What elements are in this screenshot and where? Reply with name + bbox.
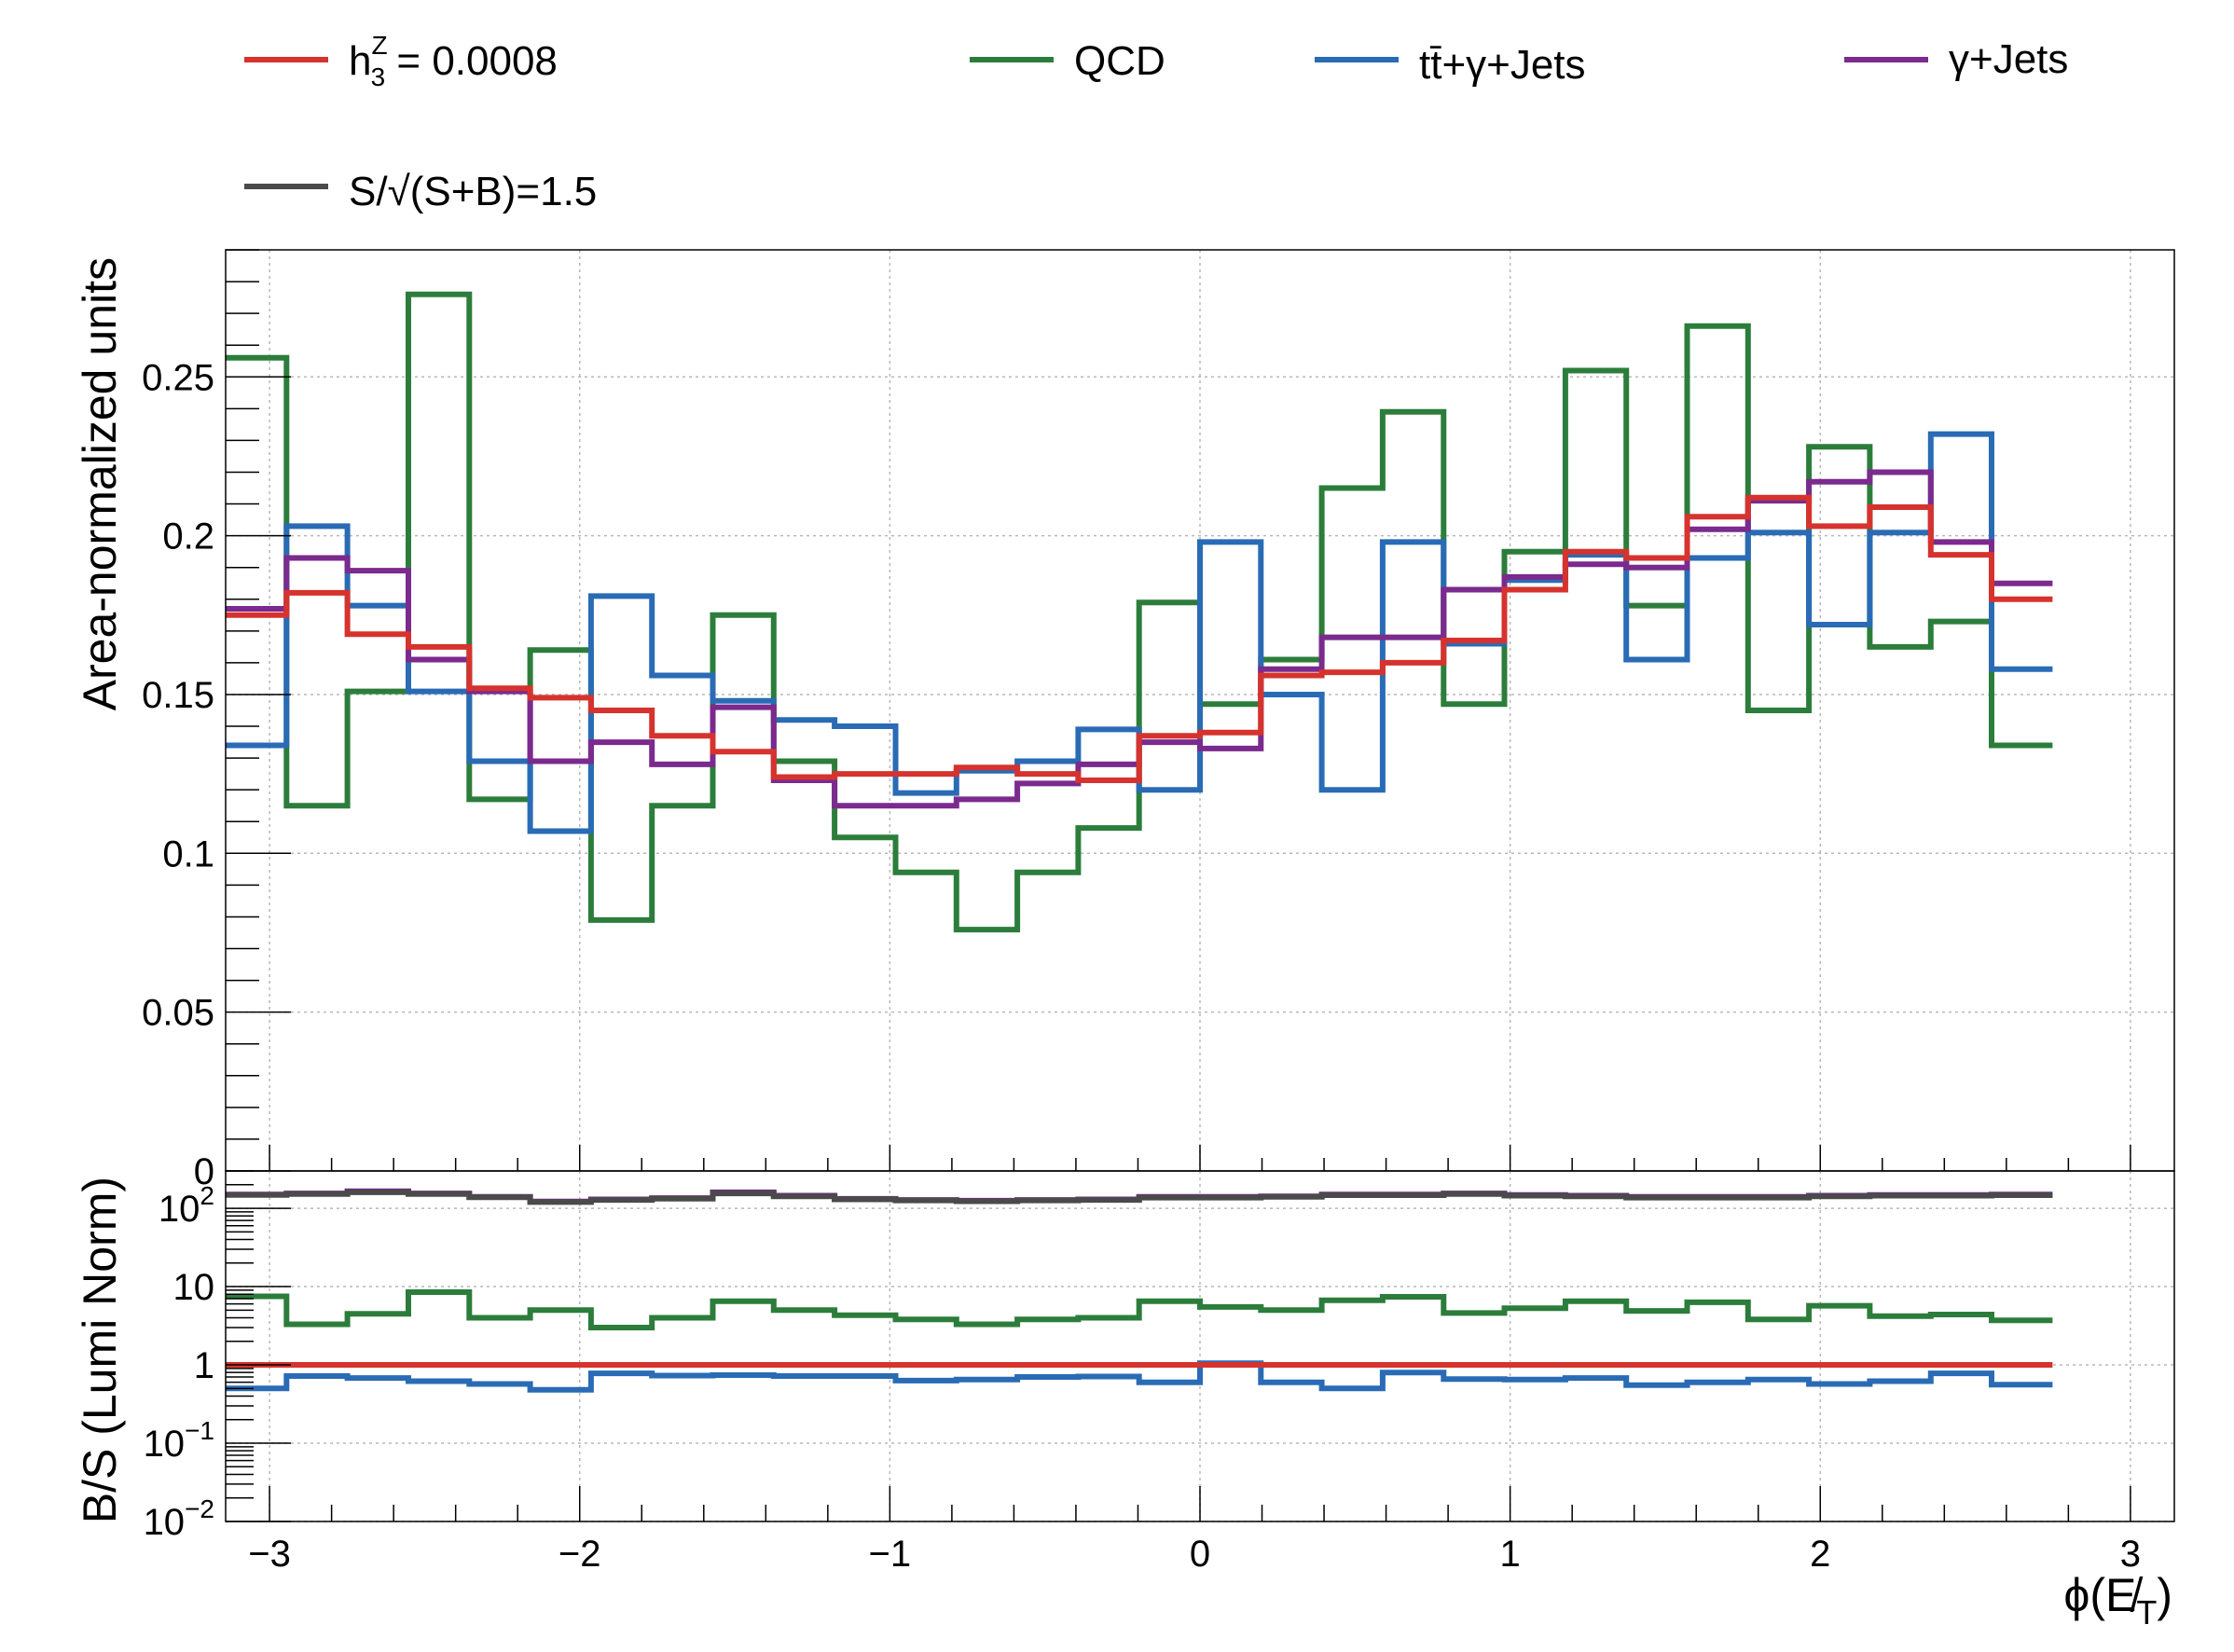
main-y-tick-label: 0.2 bbox=[162, 516, 214, 558]
main-panel: 0 0.05 0.1 0.15 0.2 0.25 bbox=[142, 249, 2175, 1192]
x-tick-label: 1 bbox=[1500, 1534, 1521, 1575]
x-axis-title-close: ) bbox=[2157, 1569, 2172, 1621]
ratio-y-tick-label: 102 bbox=[159, 1181, 214, 1230]
legend-label-signal: hZ 3 = 0.0008 bbox=[349, 31, 558, 91]
x-tick-label: 0 bbox=[1190, 1534, 1210, 1575]
x-tick-label: 3 bbox=[2120, 1534, 2141, 1575]
legend-label-combined: S/√(S+B)=1.5 bbox=[349, 169, 597, 214]
x-tick-label: −2 bbox=[558, 1534, 601, 1575]
main-series-qcd bbox=[226, 291, 2053, 933]
main-y-tick-label: 0.1 bbox=[162, 833, 214, 874]
main-y-tick-label: 0.15 bbox=[142, 675, 214, 716]
legend-label-signal-rest: = 0.0008 bbox=[385, 38, 558, 84]
main-y-tick-label: 0.25 bbox=[142, 357, 214, 398]
ratio-series-combined bbox=[226, 1189, 2053, 1205]
ratio-y-axis-title: B/S (Lumi Norm) bbox=[74, 1177, 126, 1523]
ratio-y-tick-label: 10−1 bbox=[144, 1416, 214, 1465]
legend-label-signal-sup: Z bbox=[371, 31, 387, 60]
ratio-y-tick-label: 1 bbox=[194, 1345, 214, 1386]
x-tick-label: 2 bbox=[1810, 1534, 1830, 1575]
main-series-signal bbox=[226, 494, 2053, 783]
ratio-grid bbox=[226, 1171, 2174, 1522]
x-tick-label: −3 bbox=[248, 1534, 291, 1575]
ratio-y-tick-label: 10 bbox=[173, 1267, 215, 1308]
x-axis-title-sub: T bbox=[2136, 1593, 2157, 1631]
ratio-y-tick-label: 10−2 bbox=[144, 1494, 214, 1543]
main-y-tick-label: 0.05 bbox=[142, 993, 214, 1034]
x-tick-label: −1 bbox=[869, 1534, 912, 1575]
ratio-series-ttgamma bbox=[226, 1360, 2053, 1393]
main-y-axis-title: Area-normalized units bbox=[74, 257, 126, 710]
main-y-tick-label: 0 bbox=[194, 1151, 214, 1192]
legend-label-ttgamma: tt̄+γ+Jets bbox=[1419, 42, 1586, 88]
legend-label-gammajets: γ+Jets bbox=[1949, 36, 2068, 82]
legend: hZ 3 = 0.0008 QCD tt̄+γ+Jets γ+Jets S/√(S… bbox=[244, 31, 2068, 214]
x-axis-title: ϕ(E̸T) bbox=[2063, 1569, 2172, 1631]
ratio-panel: 10−2 10−1 1 10 102 −3 −2 −1 0 1 2 3 bbox=[144, 1170, 2175, 1575]
legend-label-qcd: QCD bbox=[1074, 38, 1165, 84]
ratio-series-qcd bbox=[226, 1289, 2053, 1330]
legend-label-signal-sub: 3 bbox=[371, 62, 386, 91]
